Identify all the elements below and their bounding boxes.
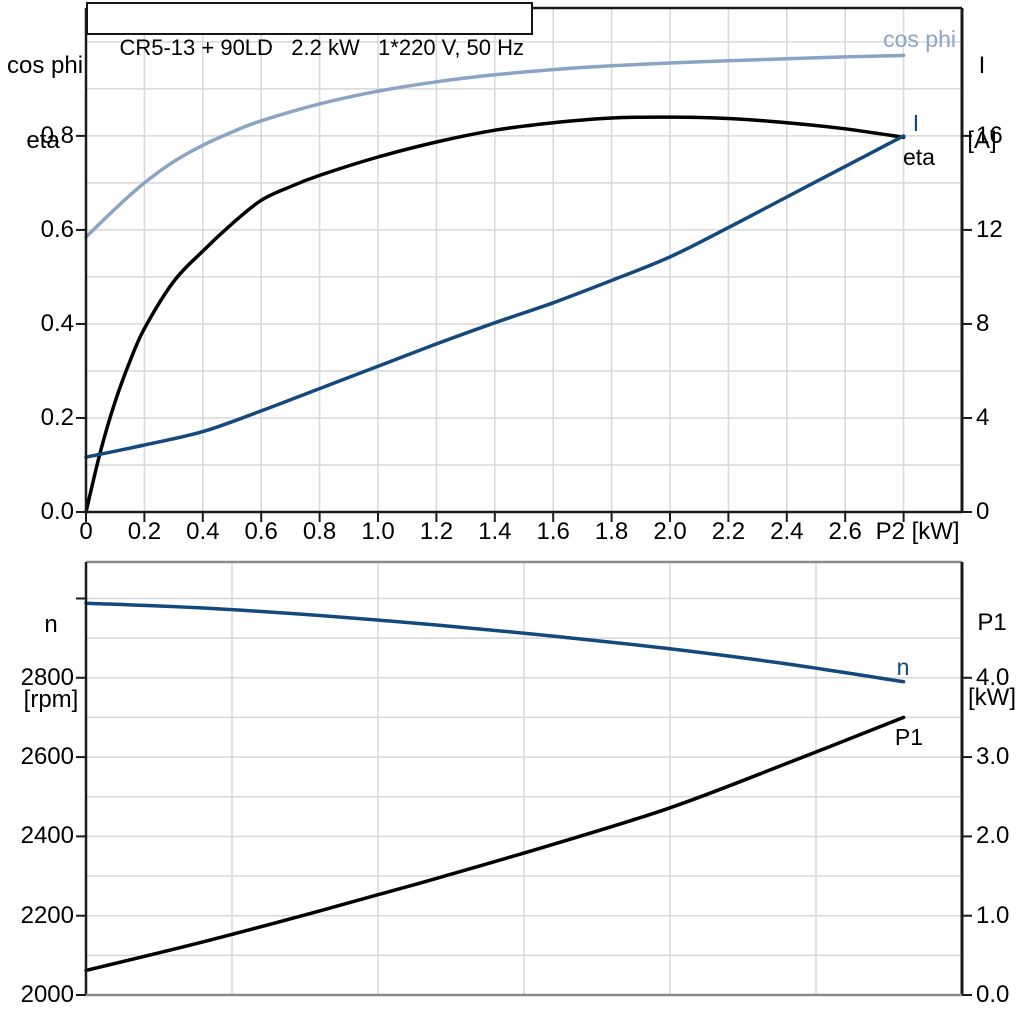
p1-axis-label: P1: [977, 609, 1007, 636]
axes-motor-electrical-curves: [76, 6, 972, 522]
y-right-tick-label: 12: [976, 215, 1003, 243]
n-curve-label: n: [897, 654, 910, 680]
curves-motor-electrical-curves: [84, 53, 906, 514]
x-tick-label: P2 [kW]: [875, 518, 960, 545]
cos-phi-axis-label: cos phi: [7, 52, 84, 79]
x-tick-label: 1.6: [536, 518, 570, 545]
x-tick-label: 1.4: [478, 518, 512, 545]
bottom-left-axis-title: n [rpm]: [15, 562, 87, 762]
p1-curve-label: P1: [895, 724, 923, 750]
current-unit-label: [A]: [967, 127, 997, 154]
eta-curve: [84, 115, 906, 514]
x-tick-label: 2.0: [653, 518, 687, 545]
y-left-tick-label: 2800: [20, 663, 74, 691]
y-right-tick-label: 1.0: [976, 901, 1010, 929]
i-curve: [84, 134, 906, 459]
x-tick-label: 2.6: [828, 518, 862, 545]
y-left-tick-label: 0.8: [40, 121, 74, 149]
top-left-axis-title: cos phi eta: [7, 3, 84, 203]
y-right-tick-label: 3.0: [976, 743, 1010, 771]
axes-speed-and-input-power-curves: [76, 560, 972, 997]
y-left-tick-label: 0.0: [40, 498, 74, 525]
x-tick-label: 1.0: [361, 518, 395, 545]
p1-curve: [84, 715, 906, 973]
x-tick-label: 2.4: [770, 518, 804, 545]
n-curve: [84, 601, 906, 684]
x-tick-label: 0.2: [127, 518, 162, 545]
curve-labels-speed-and-input-power-curves: n P1: [895, 654, 923, 750]
grid-speed-and-input-power-curves: [86, 562, 962, 995]
curves-speed-and-input-power-curves: [84, 601, 906, 973]
y-right-tick-label: 4.0: [976, 663, 1010, 691]
y-left-tick-label: 2400: [20, 822, 74, 850]
y-left-tick-label: 0.2: [40, 403, 74, 431]
y-left-tick-label: 2600: [20, 743, 74, 771]
y-left-tick-label: 2000: [20, 981, 74, 1008]
current-axis-label: I: [978, 52, 986, 79]
speed-unit-label: [rpm]: [23, 686, 79, 713]
cos-phi-curve: [84, 53, 906, 239]
y-left-tick-label: 2200: [20, 901, 74, 929]
eta-axis-label: eta: [26, 127, 60, 154]
y-right-tick-label: 2.0: [976, 822, 1010, 850]
y-left-tick-label: 0.4: [40, 309, 74, 337]
y-right-tick-label: 4: [976, 403, 990, 431]
x-tick-label: 0.4: [186, 518, 220, 545]
chart-title: CR5-13 + 90LD 2.2 kW 1*220 V, 50 Hz: [119, 35, 525, 60]
top-right-axis-title: I [A]: [954, 3, 1010, 203]
grid-motor-electrical-curves: [86, 8, 962, 512]
y-right-tick-label: 0.0: [976, 981, 1010, 1008]
i-curve-label: I: [913, 110, 919, 136]
x-tick-label: 0: [79, 518, 93, 545]
y-right-tick-label: 0: [976, 498, 990, 525]
x-tick-label: 1.8: [594, 518, 629, 545]
speed-axis-label: n: [44, 611, 58, 638]
y-right-tick-label: 16: [976, 121, 1003, 149]
x-tick-label: 0.8: [302, 518, 337, 545]
cos-phi-curve-label: cos phi: [883, 26, 956, 52]
chart-title-box: CR5-13 + 90LD 2.2 kW 1*220 V, 50 Hz: [86, 2, 534, 60]
x-tick-label: 2.2: [711, 518, 746, 545]
curve-labels-motor-electrical-curves: cos phi eta I: [883, 26, 956, 170]
y-right-tick-label: 8: [976, 309, 990, 337]
x-tick-label: 1.2: [419, 518, 454, 545]
y-left-tick-label: 0.6: [40, 215, 74, 243]
eta-curve-label: eta: [903, 144, 935, 170]
bottom-right-axis-title: P1 [kW]: [962, 560, 1022, 760]
x-tick-label: 0.6: [244, 518, 278, 545]
p1-unit-label: [kW]: [968, 684, 1016, 711]
